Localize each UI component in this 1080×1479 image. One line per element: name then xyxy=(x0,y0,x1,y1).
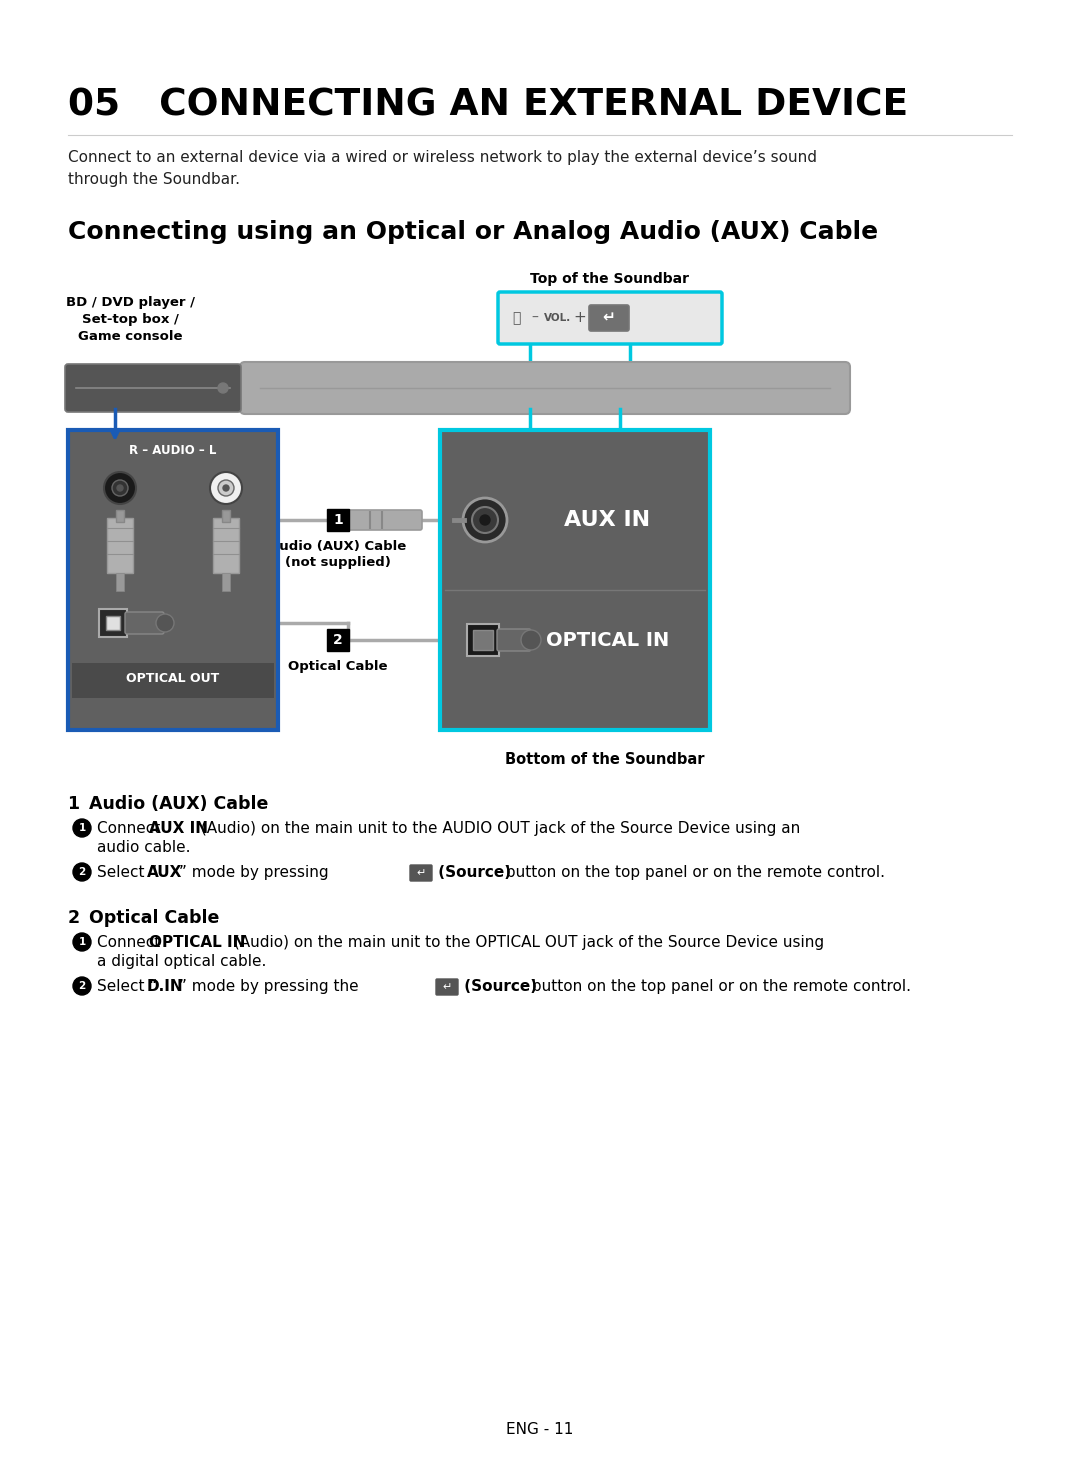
Text: Optical Cable: Optical Cable xyxy=(288,660,388,673)
Text: Connecting using an Optical or Analog Audio (AUX) Cable: Connecting using an Optical or Analog Au… xyxy=(68,220,878,244)
Circle shape xyxy=(480,515,490,525)
Text: (Source): (Source) xyxy=(459,979,537,994)
Bar xyxy=(68,430,278,731)
Text: 1: 1 xyxy=(79,822,85,833)
Circle shape xyxy=(218,481,234,495)
Text: –: – xyxy=(531,311,539,325)
FancyBboxPatch shape xyxy=(65,364,241,413)
Text: Top of the Soundbar: Top of the Soundbar xyxy=(530,272,689,285)
Text: (not supplied): (not supplied) xyxy=(285,556,391,569)
Text: R – AUDIO – L: R – AUDIO – L xyxy=(130,444,217,457)
Text: ↵: ↵ xyxy=(443,982,451,992)
Text: 2: 2 xyxy=(333,633,342,646)
Bar xyxy=(213,518,239,572)
FancyBboxPatch shape xyxy=(348,510,422,529)
Text: AUX IN: AUX IN xyxy=(565,510,650,529)
Text: Optical Cable: Optical Cable xyxy=(89,910,219,927)
Text: Game console: Game console xyxy=(78,330,183,343)
Text: a digital optical cable.: a digital optical cable. xyxy=(97,954,267,969)
Text: (Source): (Source) xyxy=(433,865,511,880)
Text: Connect to an external device via a wired or wireless network to play the extern: Connect to an external device via a wire… xyxy=(68,149,816,186)
FancyBboxPatch shape xyxy=(436,979,458,995)
Text: Audio (AUX) Cable: Audio (AUX) Cable xyxy=(89,796,268,813)
Circle shape xyxy=(521,630,541,649)
Circle shape xyxy=(218,383,228,393)
Circle shape xyxy=(104,472,136,504)
Bar xyxy=(473,630,492,649)
FancyBboxPatch shape xyxy=(125,612,164,634)
Text: OPTICAL OUT: OPTICAL OUT xyxy=(126,673,219,685)
FancyBboxPatch shape xyxy=(498,291,723,345)
Text: Select “: Select “ xyxy=(97,865,158,880)
Text: OPTICAL IN: OPTICAL IN xyxy=(149,935,245,950)
Bar xyxy=(99,609,127,637)
Circle shape xyxy=(156,614,174,632)
Circle shape xyxy=(210,472,242,504)
Text: 2: 2 xyxy=(79,981,85,991)
Bar xyxy=(467,624,499,657)
Text: 1: 1 xyxy=(79,938,85,947)
Text: ” mode by pressing the: ” mode by pressing the xyxy=(179,979,364,994)
Circle shape xyxy=(222,485,229,491)
Text: Select “: Select “ xyxy=(97,979,158,994)
Text: Set-top box /: Set-top box / xyxy=(82,314,178,325)
Circle shape xyxy=(73,864,91,881)
Text: AUX: AUX xyxy=(147,865,183,880)
Text: ↵: ↵ xyxy=(603,311,616,325)
Text: 2: 2 xyxy=(68,910,92,927)
Text: Audio (AUX) Cable: Audio (AUX) Cable xyxy=(269,540,407,553)
Text: 05   CONNECTING AN EXTERNAL DEVICE: 05 CONNECTING AN EXTERNAL DEVICE xyxy=(68,87,908,124)
Bar xyxy=(106,615,120,630)
Text: Connect: Connect xyxy=(97,935,165,950)
Text: BD / DVD player /: BD / DVD player / xyxy=(66,296,194,309)
Bar xyxy=(116,572,124,592)
Text: VOL.: VOL. xyxy=(544,314,571,322)
Text: Connect: Connect xyxy=(97,821,165,836)
Text: ENG - 11: ENG - 11 xyxy=(507,1423,573,1438)
Bar xyxy=(327,629,349,651)
Circle shape xyxy=(73,819,91,837)
Bar xyxy=(107,518,133,572)
Text: button on the top panel or on the remote control.: button on the top panel or on the remote… xyxy=(501,865,885,880)
FancyBboxPatch shape xyxy=(240,362,850,414)
Text: 1: 1 xyxy=(333,513,342,527)
Text: Bottom of the Soundbar: Bottom of the Soundbar xyxy=(505,751,705,768)
Text: (Audio) on the main unit to the OPTICAL OUT jack of the Source Device using: (Audio) on the main unit to the OPTICAL … xyxy=(229,935,824,950)
Text: D.IN: D.IN xyxy=(147,979,184,994)
Bar xyxy=(116,510,124,522)
Text: 1: 1 xyxy=(68,796,92,813)
Text: 2: 2 xyxy=(79,867,85,877)
Circle shape xyxy=(73,933,91,951)
FancyBboxPatch shape xyxy=(410,865,432,881)
Text: audio cable.: audio cable. xyxy=(97,840,190,855)
Text: OPTICAL IN: OPTICAL IN xyxy=(545,630,669,649)
Circle shape xyxy=(463,498,507,541)
Circle shape xyxy=(73,978,91,995)
Circle shape xyxy=(472,507,498,532)
Text: (Audio) on the main unit to the AUDIO OUT jack of the Source Device using an: (Audio) on the main unit to the AUDIO OU… xyxy=(195,821,800,836)
Bar xyxy=(327,509,349,531)
Text: ⏻: ⏻ xyxy=(512,311,521,325)
Circle shape xyxy=(112,481,129,495)
Bar xyxy=(222,572,230,592)
Text: AUX IN: AUX IN xyxy=(149,821,208,836)
FancyBboxPatch shape xyxy=(497,629,531,651)
Bar xyxy=(72,663,274,698)
Bar xyxy=(440,430,710,731)
Text: +: + xyxy=(573,311,586,325)
Text: button on the top panel or on the remote control.: button on the top panel or on the remote… xyxy=(527,979,912,994)
Text: ↵: ↵ xyxy=(416,868,426,879)
Text: ” mode by pressing: ” mode by pressing xyxy=(179,865,334,880)
FancyBboxPatch shape xyxy=(589,305,629,331)
Circle shape xyxy=(117,485,123,491)
Bar xyxy=(222,510,230,522)
